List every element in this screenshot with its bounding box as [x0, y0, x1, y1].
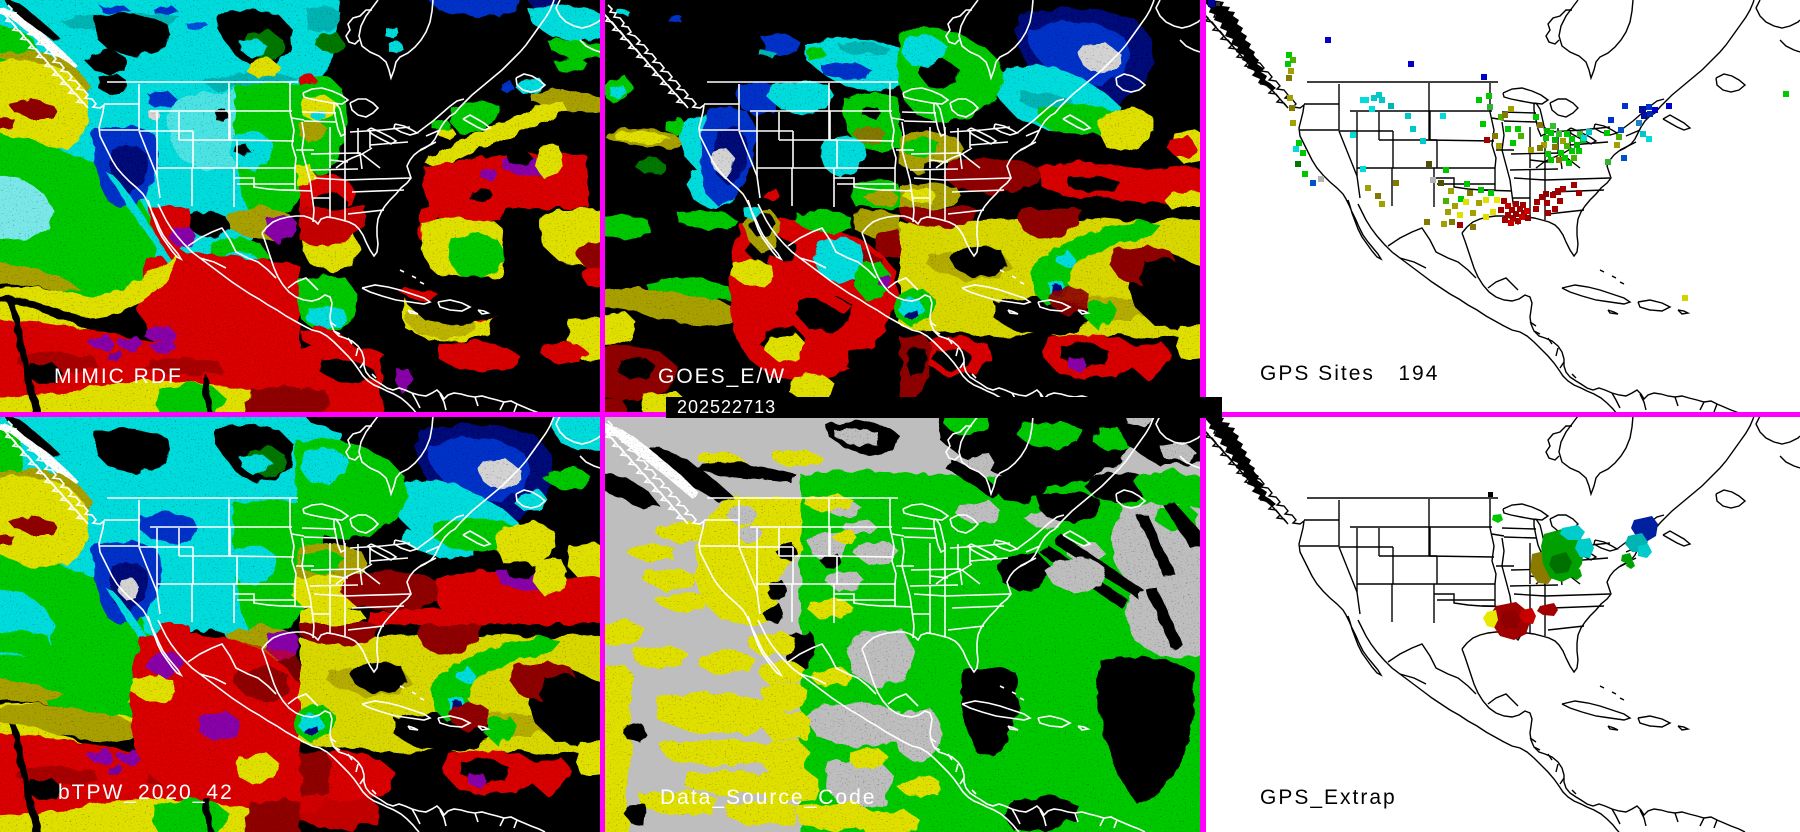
svg-text:GPS_Extrap: GPS_Extrap	[1260, 786, 1397, 809]
svg-text:GPS Sites 194: GPS Sites 194	[1260, 362, 1439, 385]
svg-text:GOES_E/W: GOES_E/W	[658, 365, 786, 388]
svg-text:bTPW_2020_42: bTPW_2020_42	[58, 781, 234, 804]
svg-text:Data_Source_Code: Data_Source_Code	[660, 786, 876, 809]
svg-text:MIMIC RDF: MIMIC RDF	[54, 365, 183, 388]
